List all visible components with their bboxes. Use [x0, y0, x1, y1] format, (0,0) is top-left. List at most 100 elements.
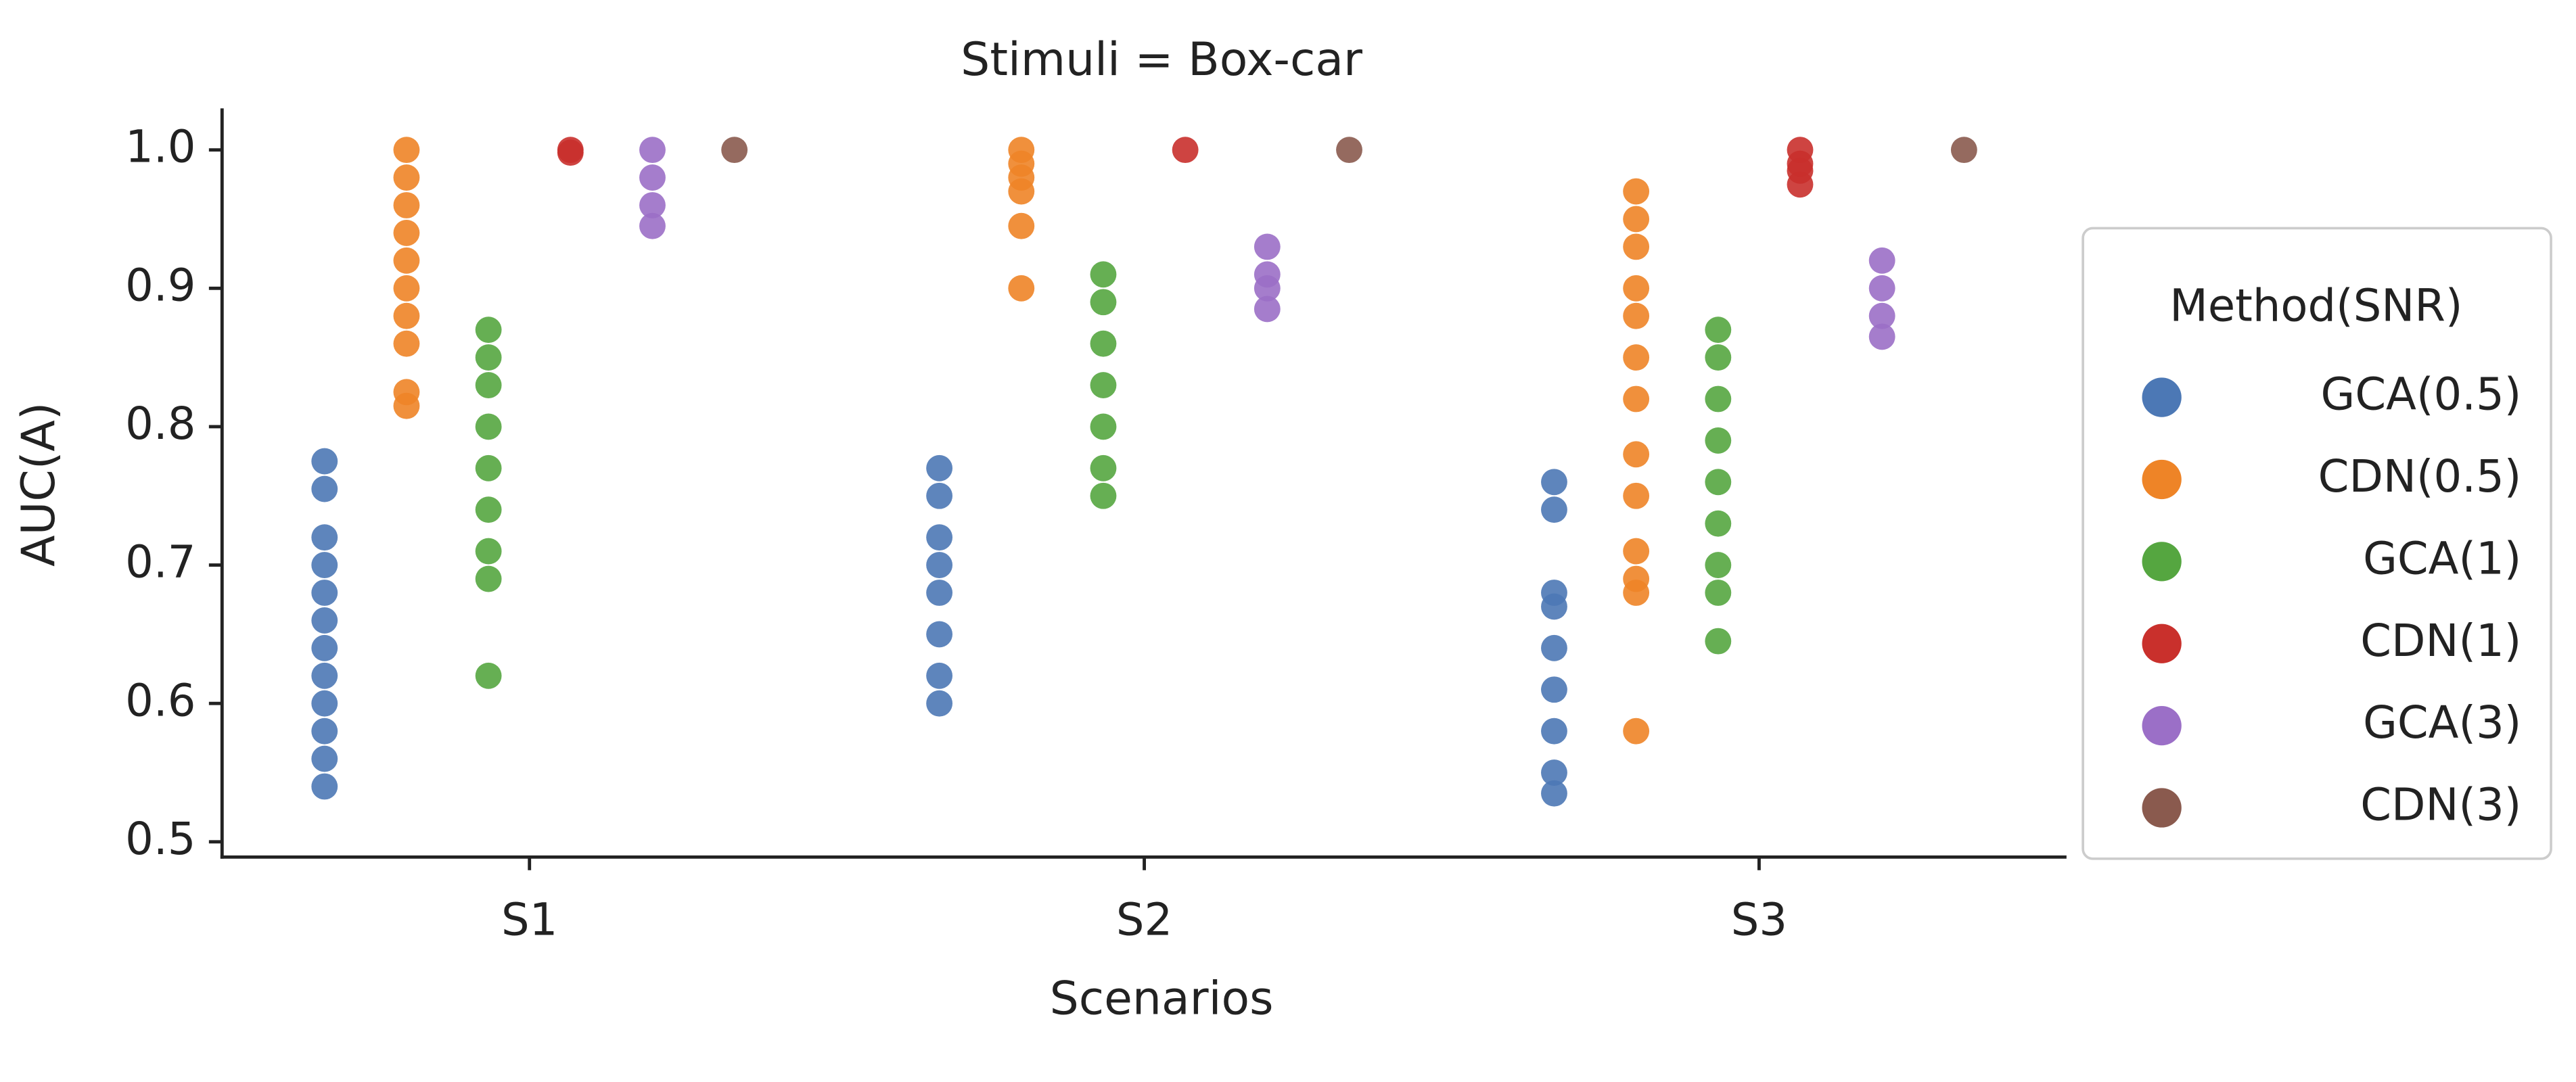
data-point — [1623, 538, 1650, 565]
x-tick-label: S2 — [1116, 895, 1172, 946]
data-point — [1705, 427, 1732, 454]
data-point — [1172, 137, 1199, 164]
data-point — [639, 212, 666, 239]
data-point — [393, 379, 420, 406]
x-axis-label: Scenarios — [1050, 972, 1274, 1026]
data-point — [1868, 275, 1895, 302]
data-point — [1623, 206, 1650, 233]
data-point — [926, 482, 953, 509]
data-point — [393, 330, 420, 357]
data-point — [926, 454, 953, 481]
legend-marker — [2142, 459, 2182, 500]
data-point — [1090, 372, 1117, 398]
y-tick-label: 0.7 — [125, 537, 196, 588]
data-point — [721, 137, 748, 164]
legend-marker — [2142, 788, 2182, 828]
data-point — [1705, 510, 1732, 537]
data-point — [1950, 137, 1977, 164]
data-point — [1541, 676, 1567, 703]
data-point — [311, 718, 338, 745]
data-point — [475, 413, 502, 440]
data-point — [1623, 718, 1650, 745]
data-point — [311, 690, 338, 717]
data-point — [1090, 482, 1117, 509]
data-point — [1623, 344, 1650, 371]
data-point — [393, 275, 420, 302]
data-point — [311, 580, 338, 606]
data-point — [639, 137, 666, 164]
data-point — [1254, 261, 1281, 288]
data-point — [311, 524, 338, 551]
data-point — [311, 552, 338, 578]
data-point — [1868, 302, 1895, 329]
data-point — [1541, 634, 1567, 661]
data-point — [926, 690, 953, 717]
data-point — [1623, 275, 1650, 302]
y-axis-label: AUC(A) — [12, 402, 66, 567]
data-point — [1705, 469, 1732, 496]
data-point — [1541, 718, 1567, 745]
legend-title: Method(SNR) — [2169, 281, 2462, 332]
data-point — [1623, 565, 1650, 592]
data-point — [1008, 275, 1035, 302]
data-point — [1090, 261, 1117, 288]
data-point — [1705, 316, 1732, 344]
data-point — [311, 448, 338, 475]
data-point — [475, 538, 502, 565]
legend-label: GCA(3) — [2363, 697, 2521, 749]
data-point — [393, 137, 420, 164]
data-point — [393, 164, 420, 191]
data-point — [1868, 247, 1895, 274]
data-point — [926, 662, 953, 689]
data-point — [1008, 212, 1035, 239]
data-point — [475, 316, 502, 344]
data-point — [475, 662, 502, 689]
legend-label: GCA(1) — [2363, 533, 2521, 584]
legend-label: GCA(0.5) — [2321, 369, 2522, 421]
data-point — [1623, 482, 1650, 509]
legend-marker — [2142, 624, 2182, 663]
data-point — [475, 496, 502, 523]
data-point — [1623, 385, 1650, 413]
data-point — [1623, 302, 1650, 329]
data-point — [1868, 323, 1895, 350]
data-point — [1623, 441, 1650, 468]
data-point — [1705, 385, 1732, 413]
data-point — [1623, 178, 1650, 205]
data-point — [393, 247, 420, 274]
data-point — [393, 302, 420, 329]
data-point — [475, 372, 502, 398]
data-point — [1090, 454, 1117, 481]
legend-marker — [2142, 542, 2182, 582]
data-point — [1336, 137, 1362, 164]
legend-box — [2082, 227, 2552, 860]
data-point — [1541, 759, 1567, 786]
data-point — [1541, 580, 1567, 606]
data-point — [1008, 137, 1035, 164]
y-tick-label: 1.0 — [125, 122, 196, 173]
data-point — [475, 565, 502, 592]
data-point — [1090, 330, 1117, 357]
data-point — [1541, 780, 1567, 807]
data-point — [1623, 233, 1650, 260]
legend-marker — [2142, 706, 2182, 746]
y-tick-label: 0.6 — [125, 675, 196, 726]
data-point — [1787, 137, 1814, 164]
data-point — [311, 634, 338, 661]
legend-label: CDN(1) — [2360, 615, 2521, 667]
data-point — [311, 773, 338, 800]
data-point — [1705, 580, 1732, 606]
legend-label: CDN(0.5) — [2318, 451, 2522, 502]
data-point — [639, 164, 666, 191]
x-tick-label: S1 — [501, 895, 557, 946]
data-point — [393, 220, 420, 246]
data-point — [1541, 496, 1567, 523]
y-tick-label: 0.9 — [125, 260, 196, 311]
legend-marker — [2142, 377, 2182, 417]
data-point — [1705, 344, 1732, 371]
legend-label: CDN(3) — [2360, 780, 2521, 831]
data-point — [1254, 233, 1281, 260]
data-point — [1705, 628, 1732, 655]
